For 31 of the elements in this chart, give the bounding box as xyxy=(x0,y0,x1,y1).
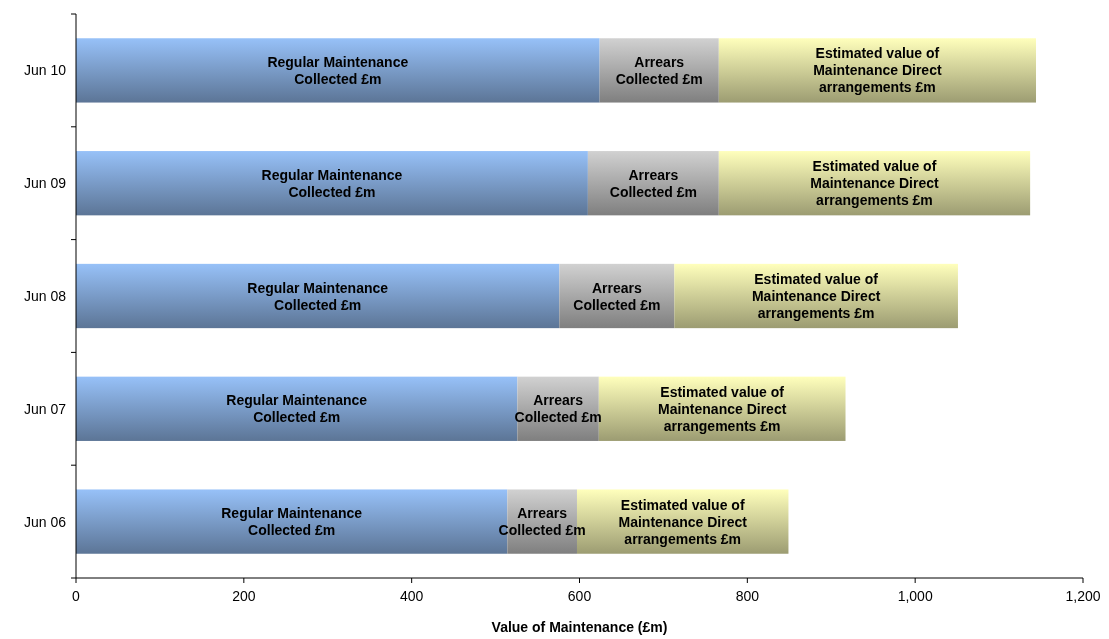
x-tick-label: 0 xyxy=(72,588,81,604)
text: Regular Maintenance Collected £m xyxy=(221,505,363,539)
x-tick-label: 1,000 xyxy=(897,588,933,604)
text: Regular Maintenance Collected £m xyxy=(267,53,409,87)
series-label: Regular Maintenance Collected £m xyxy=(261,166,403,200)
text: Arrears Collected £m xyxy=(615,53,703,87)
series-label: Arrears Collected £m xyxy=(514,392,602,426)
series-label: Estimated value of Maintenance Direct arrangements £m xyxy=(810,158,939,209)
text: Arrears Collected £m xyxy=(498,505,586,539)
y-tick-label: Jun 06 xyxy=(23,513,67,530)
text: Estimated value of Maintenance Direct arrangements £m xyxy=(751,271,881,321)
x-axis-title: Value of Maintenance (£m) xyxy=(491,619,668,635)
text: Estimated value of Maintenance Direct arrangements £m xyxy=(618,496,747,547)
y-tick-label: Jun 07 xyxy=(23,400,67,417)
x-tick-label: 200 xyxy=(232,588,256,604)
x-tick-label: 600 xyxy=(567,588,592,604)
x-tick-label: 400 xyxy=(399,588,424,604)
text: Regular Maintenance Collected £m xyxy=(226,392,368,426)
text: Estimated value of Maintenance Direct arrangements £m xyxy=(813,45,942,96)
y-tick-label: Jun 08 xyxy=(23,288,67,304)
y-tick-label: Jun 10 xyxy=(23,62,67,79)
y-tick-label: Jun 09 xyxy=(23,175,67,192)
x-tick-label: 800 xyxy=(735,588,760,604)
text: Arrears Collected £m xyxy=(609,166,697,200)
bar xyxy=(76,151,588,216)
bar xyxy=(76,38,600,103)
bar xyxy=(76,263,560,329)
text: Estimated value of Maintenance Direct arrangements £m xyxy=(657,383,787,434)
x-tick-label: 1,200 xyxy=(1065,588,1101,604)
text: Arrears Collected £m xyxy=(573,279,661,313)
text: Regular Maintenance Collected £m xyxy=(247,279,389,313)
